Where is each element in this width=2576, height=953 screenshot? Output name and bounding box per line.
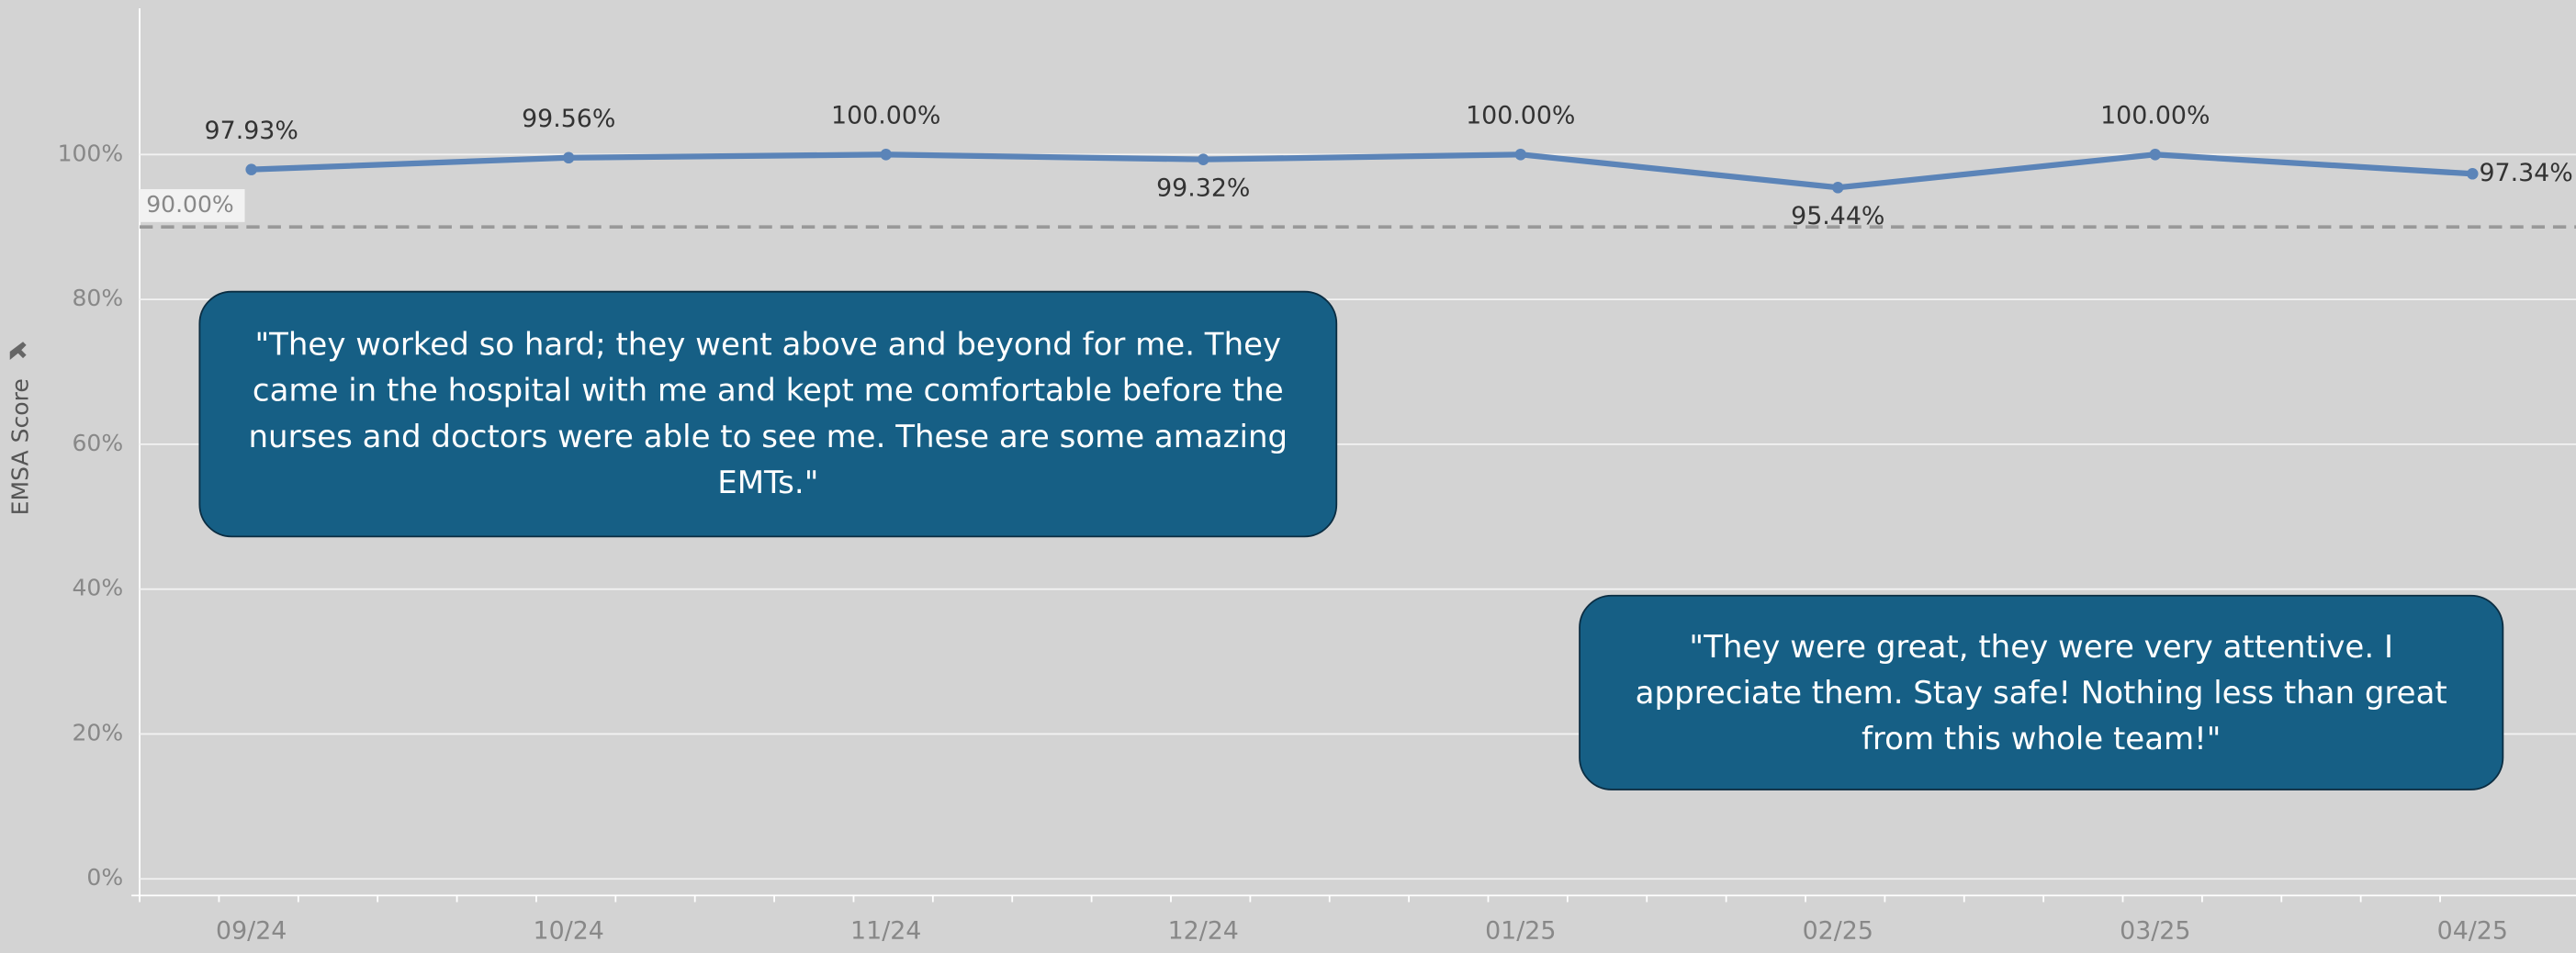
x-tick-label: 03/25: [2120, 916, 2190, 945]
line: [251, 151, 2473, 191]
data-label: 100.00%: [1466, 102, 1575, 130]
point: [2149, 149, 2162, 161]
y-tick-label: 0%: [86, 864, 123, 891]
point: [880, 149, 892, 161]
x-tick-label: 12/24: [1168, 916, 1239, 945]
y-tick-label: 40%: [73, 575, 124, 601]
data-label: 99.32%: [1156, 174, 1250, 202]
quote-box: "They were great, they were very attenti…: [1579, 594, 2504, 790]
point: [1832, 182, 1844, 194]
data-label: 100.00%: [2100, 102, 2210, 130]
point: [1197, 153, 1209, 165]
data-label: 99.56%: [522, 105, 615, 133]
y-tick-label: 20%: [73, 719, 124, 746]
x-tick-label: 09/24: [216, 916, 287, 945]
x-tick-label: 02/25: [1803, 916, 1873, 945]
point: [245, 163, 257, 175]
x-tick-label: 01/25: [1485, 916, 1556, 945]
pin-icon: [9, 342, 27, 360]
x-tick-label: 11/24: [850, 916, 921, 945]
data-label: 100.00%: [831, 102, 940, 130]
reference-label: 90.00%: [146, 191, 233, 218]
quote-box: "They worked so hard; they went above an…: [198, 290, 1338, 538]
y-tick-label: 80%: [73, 285, 124, 311]
point: [562, 151, 575, 164]
x-tick-label: 10/24: [534, 916, 604, 945]
data-label: 97.93%: [205, 117, 298, 145]
point: [2467, 168, 2479, 180]
data-label: 97.34%: [2479, 159, 2572, 187]
y-axis-label: EMSA Score: [6, 378, 33, 515]
point: [1514, 149, 1527, 161]
y-tick-label: 100%: [58, 140, 124, 166]
reference-label-bg: [140, 189, 245, 222]
data-label: 95.44%: [1791, 202, 1884, 230]
y-tick-label: 60%: [73, 430, 124, 456]
x-tick-label: 04/25: [2437, 916, 2508, 945]
